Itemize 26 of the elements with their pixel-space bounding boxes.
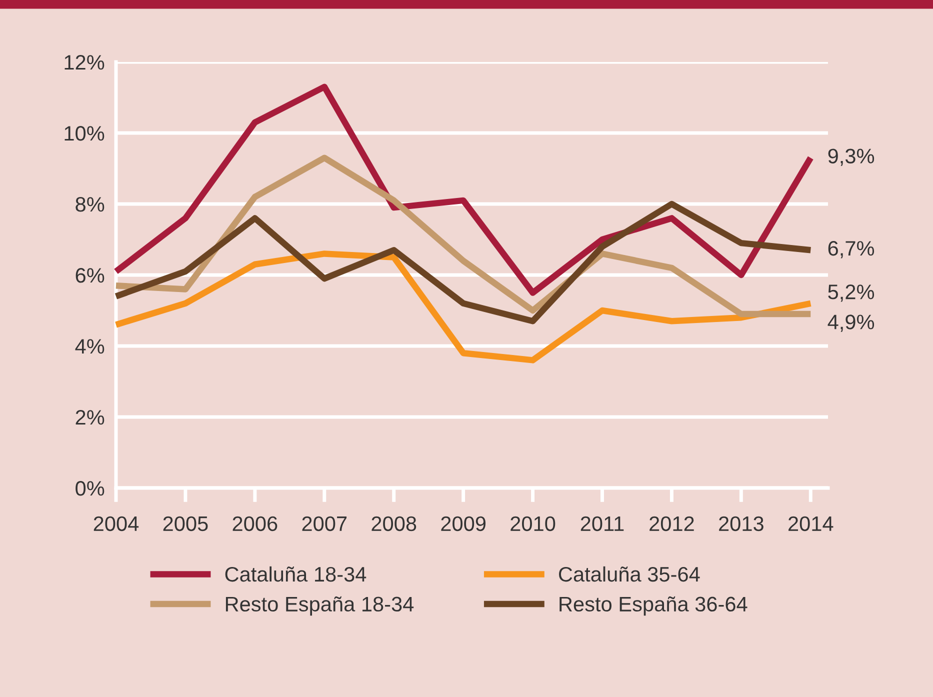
x-tick-label: 2009	[441, 516, 486, 532]
data-label: 5,2%	[828, 284, 874, 302]
y-tick-label: 8%	[76, 197, 104, 212]
x-tick-label: 2004	[94, 516, 139, 532]
x-tick-label: 2012	[650, 516, 694, 532]
legend-label: Resto España 36-64	[560, 596, 748, 616]
legend-label: Cataluña 35-64	[558, 566, 700, 582]
legend-label: Cataluña 18-34	[225, 566, 366, 582]
y-tick-label: 2%	[76, 410, 104, 425]
y-tick-label: 0%	[76, 481, 104, 496]
data-label: 9,3%	[828, 148, 874, 166]
x-tick-label: 2006	[232, 516, 278, 532]
y-tick-label: 12%	[64, 55, 104, 70]
x-tick-label: 2007	[302, 516, 347, 532]
x-tick-label: 2013	[719, 516, 764, 532]
x-tick-label: 2014	[788, 516, 834, 532]
y-tick-label: 6%	[76, 268, 104, 283]
x-tick-label: 2005	[163, 516, 208, 532]
x-tick-label: 2010	[510, 516, 556, 532]
x-tick-label: 2011	[580, 516, 624, 532]
y-tick-label: 4%	[75, 339, 104, 354]
x-tick-label: 2008	[372, 516, 416, 532]
data-label: 4,9%	[828, 314, 874, 332]
legend-label: Resto España 18-34	[226, 596, 414, 616]
y-tick-label: 10%	[64, 126, 104, 141]
data-label: 6,7%	[828, 240, 874, 258]
